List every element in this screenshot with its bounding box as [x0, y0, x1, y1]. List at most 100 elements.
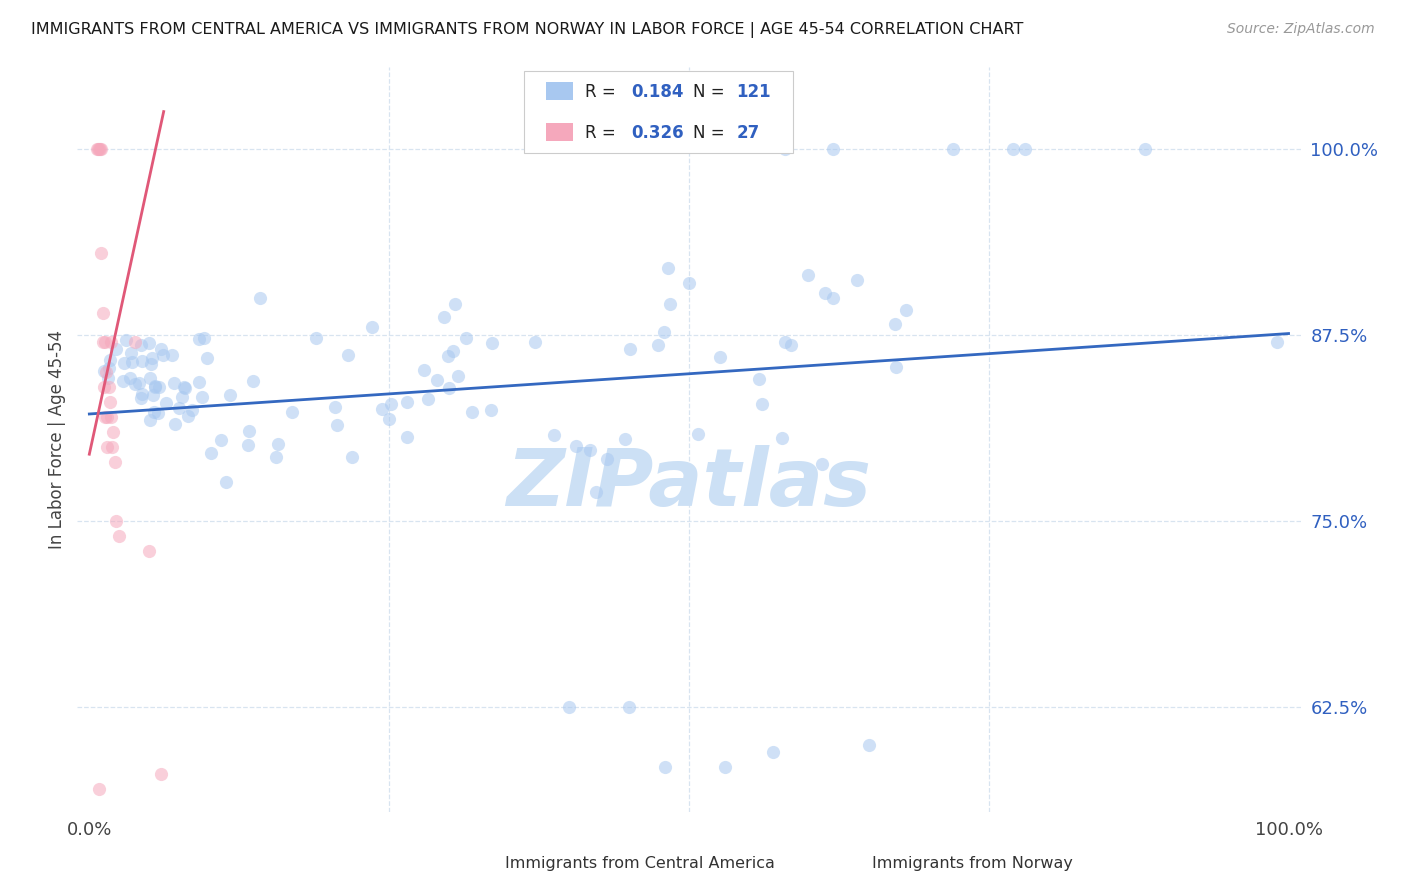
Point: [416, 392, 439, 407]
Point: [444, 297, 467, 311]
Point: [896, 302, 918, 317]
Point: [172, 390, 194, 404]
Point: [337, 348, 360, 362]
Point: [108, 529, 131, 543]
Point: [128, 376, 150, 391]
Point: [267, 437, 290, 451]
Point: [1014, 142, 1036, 156]
Point: [942, 142, 965, 156]
Point: [446, 369, 468, 384]
Point: [619, 342, 641, 356]
Point: [565, 440, 588, 454]
Point: [305, 331, 328, 345]
Point: [773, 142, 796, 156]
Point: [152, 348, 174, 362]
Point: [395, 429, 418, 443]
Point: [188, 375, 211, 389]
Point: [326, 417, 349, 432]
FancyBboxPatch shape: [468, 855, 496, 872]
Point: [395, 394, 418, 409]
Point: [96, 440, 118, 454]
Text: ZIPatlas: ZIPatlas: [506, 445, 872, 523]
Point: [180, 402, 202, 417]
Text: 0.326: 0.326: [631, 124, 685, 142]
Point: [120, 370, 142, 384]
Point: [162, 348, 184, 362]
Point: [426, 373, 449, 387]
Point: [814, 286, 837, 301]
Point: [143, 405, 166, 419]
Point: [174, 380, 197, 394]
Point: [162, 376, 184, 390]
Point: [281, 405, 304, 419]
Point: [219, 388, 242, 402]
Text: IMMIGRANTS FROM CENTRAL AMERICA VS IMMIGRANTS FROM NORWAY IN LABOR FORCE | AGE 4: IMMIGRANTS FROM CENTRAL AMERICA VS IMMIG…: [31, 22, 1024, 38]
Point: [845, 273, 868, 287]
Point: [90, 142, 112, 156]
Point: [149, 342, 172, 356]
Point: [543, 427, 565, 442]
Point: [177, 409, 200, 424]
Point: [145, 379, 167, 393]
Point: [87, 142, 110, 156]
Point: [87, 782, 110, 797]
Point: [523, 335, 546, 350]
Point: [441, 343, 464, 358]
Point: [91, 306, 114, 320]
Point: [821, 291, 844, 305]
Point: [100, 409, 122, 424]
Point: [810, 457, 832, 471]
Point: [558, 700, 581, 714]
Point: [103, 425, 125, 439]
Point: [770, 431, 793, 445]
Point: [195, 351, 218, 366]
Point: [797, 268, 820, 282]
Point: [112, 356, 135, 370]
Point: [155, 396, 177, 410]
Point: [94, 409, 117, 424]
Point: [380, 397, 402, 411]
Point: [188, 332, 211, 346]
Point: [96, 409, 118, 424]
Point: [751, 397, 773, 411]
Point: [617, 700, 640, 714]
Point: [652, 325, 675, 339]
Point: [657, 260, 679, 275]
Point: [169, 401, 191, 416]
Point: [86, 142, 108, 156]
Point: [437, 349, 460, 363]
Point: [481, 335, 503, 350]
Point: [89, 142, 111, 156]
Point: [678, 276, 700, 290]
Point: [433, 310, 456, 325]
Point: [93, 364, 115, 378]
Y-axis label: In Labor Force | Age 45-54: In Labor Force | Age 45-54: [48, 330, 66, 549]
Point: [238, 424, 260, 438]
Text: R =: R =: [585, 83, 621, 101]
Point: [150, 767, 173, 781]
Point: [884, 359, 907, 374]
Point: [112, 374, 135, 388]
Point: [173, 380, 195, 394]
Point: [647, 338, 669, 352]
Point: [93, 380, 115, 394]
Point: [658, 297, 681, 311]
Point: [104, 514, 127, 528]
Point: [378, 412, 401, 426]
Point: [461, 405, 484, 419]
FancyBboxPatch shape: [546, 82, 572, 101]
Point: [139, 357, 162, 371]
Point: [242, 374, 264, 388]
FancyBboxPatch shape: [835, 855, 863, 872]
Point: [90, 246, 112, 260]
Point: [100, 335, 122, 350]
Point: [120, 346, 142, 360]
Point: [413, 363, 436, 377]
Text: Source: ZipAtlas.com: Source: ZipAtlas.com: [1227, 22, 1375, 37]
Point: [124, 335, 146, 350]
Point: [821, 142, 844, 156]
Point: [714, 760, 737, 774]
Point: [323, 400, 346, 414]
Point: [266, 450, 288, 465]
Text: Immigrants from Norway: Immigrants from Norway: [873, 855, 1073, 871]
